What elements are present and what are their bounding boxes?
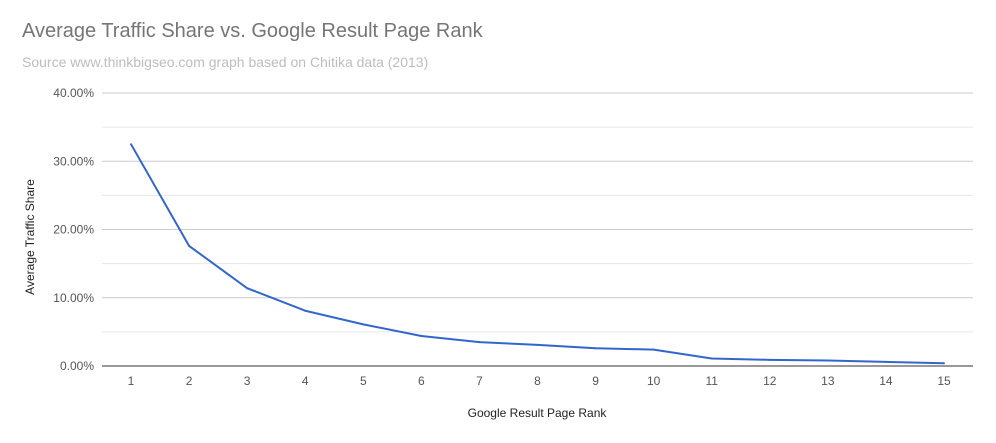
data-point (304, 309, 307, 312)
x-tick-label: 1 (128, 374, 135, 388)
data-point (536, 343, 539, 346)
x-tick-label: 7 (476, 374, 483, 388)
y-tick-label: 30.00% (53, 154, 94, 168)
chart-subtitle: Source www.thinkbigseo.com graph based o… (22, 54, 429, 70)
x-tick-label: 13 (821, 374, 835, 388)
data-point (884, 360, 887, 363)
grid-lines (102, 92, 973, 367)
x-tick-label: 4 (302, 374, 309, 388)
data-point (710, 357, 713, 360)
y-axis-ticks: 0.00% 10.00% 20.00% 30.00% 40.00% (53, 86, 94, 373)
x-tick-label: 8 (534, 374, 541, 388)
x-tick-label: 6 (418, 374, 425, 388)
x-tick-label: 12 (763, 374, 777, 388)
x-tick-label: 2 (186, 374, 193, 388)
x-tick-label: 11 (705, 374, 718, 388)
y-tick-label: 10.00% (53, 291, 94, 305)
x-tick-label: 3 (244, 374, 251, 388)
data-point (652, 348, 655, 351)
x-tick-label: 5 (360, 374, 367, 388)
y-tick-label: 20.00% (53, 223, 94, 237)
data-point (594, 347, 597, 350)
data-point (478, 341, 481, 344)
chart-title: Average Traffic Share vs. Google Result … (22, 20, 483, 42)
x-tick-label: 15 (937, 374, 951, 388)
data-point (362, 323, 365, 326)
x-axis-label: Google Result Page Rank (468, 406, 608, 420)
data-point (246, 287, 249, 290)
data-point (943, 362, 945, 365)
x-tick-label: 14 (879, 374, 893, 388)
x-tick-label: 9 (592, 374, 599, 388)
data-point (130, 143, 132, 146)
data-point (188, 244, 191, 247)
series-line (130, 143, 945, 365)
y-axis-label: Average Traffic Share (23, 179, 37, 295)
y-tick-label: 40.00% (53, 86, 94, 100)
x-tick-label: 10 (647, 374, 661, 388)
data-point (768, 358, 771, 361)
series-layer (130, 143, 945, 365)
data-point (826, 359, 829, 362)
y-tick-label: 0.00% (60, 359, 94, 373)
x-axis-ticks: 1 2 3 4 5 6 7 8 9 10 11 12 13 14 15 (128, 374, 951, 388)
data-point (420, 334, 423, 337)
